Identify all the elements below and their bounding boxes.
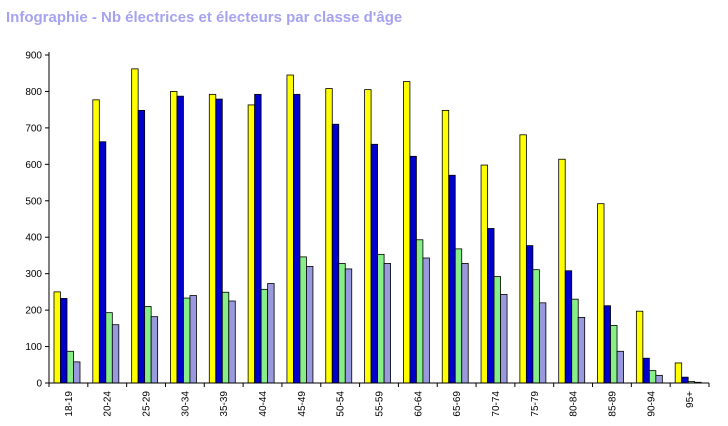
y-tick-label-0: 0 [36, 379, 42, 390]
bar-25-29-series-1 [131, 68, 139, 384]
bar-80-84-series-4 [577, 316, 586, 384]
bar-75-79-series-2 [525, 245, 534, 384]
bars-group [53, 68, 702, 384]
bar-50-54-series-2 [331, 123, 340, 384]
bar-40-44-series-4 [267, 283, 275, 384]
y-tick-label-300: 300 [25, 269, 42, 280]
bar-55-59-series-1 [364, 89, 372, 384]
bar-65-69-series-1 [441, 110, 450, 384]
bar-18-19-series-4 [73, 361, 81, 384]
bar-95+-series-2 [681, 376, 689, 384]
bar-60-64-series-3 [416, 239, 424, 384]
x-tick-label-85-89: 85-89 [607, 391, 618, 417]
bar-25-29-series-4 [150, 316, 159, 384]
bar-80-84-series-2 [564, 270, 573, 384]
bar-30-34-series-1 [170, 91, 178, 384]
bar-85-89-series-3 [610, 325, 618, 384]
bar-70-74-series-3 [493, 276, 501, 384]
bar-65-69-series-3 [454, 248, 463, 384]
bar-40-44-series-2 [254, 93, 262, 384]
x-tick-label-70-74: 70-74 [491, 391, 502, 417]
y-tick-label-900: 900 [25, 51, 42, 62]
bar-20-24-series-2 [98, 141, 107, 384]
bar-35-39-series-2 [215, 98, 223, 384]
bar-65-69-series-2 [448, 174, 456, 384]
bar-50-54-series-4 [344, 268, 353, 384]
y-tick-label-800: 800 [25, 87, 42, 98]
x-tick-label-20-24: 20-24 [103, 391, 114, 417]
bar-85-89-series-2 [603, 305, 611, 384]
bar-75-79-series-4 [538, 302, 547, 384]
x-tick-label-90-94: 90-94 [646, 391, 657, 417]
x-tick-label-55-59: 55-59 [375, 391, 386, 417]
bar-90-94-series-4 [655, 374, 663, 384]
bar-80-84-series-1 [558, 158, 566, 384]
bar-30-34-series-4 [189, 295, 197, 384]
bar-30-34-series-2 [176, 95, 184, 384]
bar-40-44-series-3 [260, 288, 269, 384]
bar-20-24-series-4 [111, 324, 120, 384]
x-tick-label-50-54: 50-54 [336, 391, 347, 417]
bar-75-79-series-3 [532, 269, 540, 384]
bar-95+-series-1 [674, 362, 683, 384]
bar-90-94-series-3 [648, 370, 657, 384]
y-tick-label-600: 600 [25, 160, 42, 171]
y-tick-label-700: 700 [25, 123, 42, 134]
bar-85-89-series-1 [597, 203, 605, 384]
bar-55-59-series-3 [377, 253, 385, 384]
bar-18-19-series-2 [60, 298, 68, 384]
x-tick-label-45-49: 45-49 [297, 391, 308, 417]
y-tick-label-400: 400 [25, 233, 42, 244]
x-tick-label-80-84: 80-84 [569, 391, 580, 417]
bar-55-59-series-4 [383, 263, 391, 384]
bar-30-34-series-3 [183, 297, 191, 384]
y-tick-label-100: 100 [25, 342, 42, 353]
y-tick-label-500: 500 [25, 196, 42, 207]
bar-70-74-series-1 [480, 164, 488, 384]
bar-25-29-series-3 [144, 306, 152, 384]
chart-title: Infographie - Nb électrices et électeurs… [6, 9, 403, 26]
bar-90-94-series-1 [635, 310, 644, 384]
x-tick-label-25-29: 25-29 [142, 391, 153, 417]
bar-60-64-series-4 [422, 257, 430, 384]
bar-75-79-series-1 [519, 134, 527, 384]
bar-20-24-series-1 [92, 99, 100, 384]
bar-80-84-series-3 [571, 298, 579, 384]
bar-45-49-series-3 [299, 256, 307, 384]
bar-60-64-series-1 [403, 81, 411, 384]
x-tick-label-18-19: 18-19 [64, 391, 75, 417]
x-tick-label-35-39: 35-39 [219, 391, 230, 417]
x-tick-label-30-34: 30-34 [180, 391, 191, 417]
bar-35-39-series-4 [228, 300, 236, 384]
x-tick-label-95+: 95+ [685, 391, 696, 408]
x-tick-label-75-79: 75-79 [530, 391, 541, 417]
bar-50-54-series-3 [338, 263, 346, 384]
x-tick-label-60-64: 60-64 [413, 391, 424, 417]
x-tick-label-40-44: 40-44 [258, 391, 269, 417]
bar-45-49-series-1 [286, 74, 294, 384]
y-tick-label-200: 200 [25, 306, 42, 317]
axes-group: 0 100 200 300 400 500 600 700 800 900 18-19 20-24 25… [25, 51, 710, 417]
bar-35-39-series-3 [221, 291, 230, 384]
bar-55-59-series-2 [370, 143, 378, 384]
bar-70-74-series-4 [500, 294, 508, 384]
bar-85-89-series-4 [616, 350, 624, 384]
bar-65-69-series-4 [461, 263, 469, 384]
bar-18-19-series-1 [53, 291, 61, 384]
bar-18-19-series-3 [66, 350, 74, 384]
bar-90-94-series-2 [642, 357, 650, 384]
bar-40-44-series-1 [247, 104, 256, 384]
x-tick-label-65-69: 65-69 [452, 391, 463, 417]
bar-35-39-series-1 [208, 93, 217, 384]
bar-25-29-series-2 [137, 110, 146, 384]
bar-45-49-series-2 [293, 93, 301, 384]
bar-45-49-series-4 [306, 265, 314, 384]
bar-70-74-series-2 [487, 228, 495, 384]
bar-20-24-series-3 [105, 312, 113, 384]
bar-50-54-series-1 [325, 88, 333, 384]
bar-60-64-series-2 [409, 155, 417, 384]
